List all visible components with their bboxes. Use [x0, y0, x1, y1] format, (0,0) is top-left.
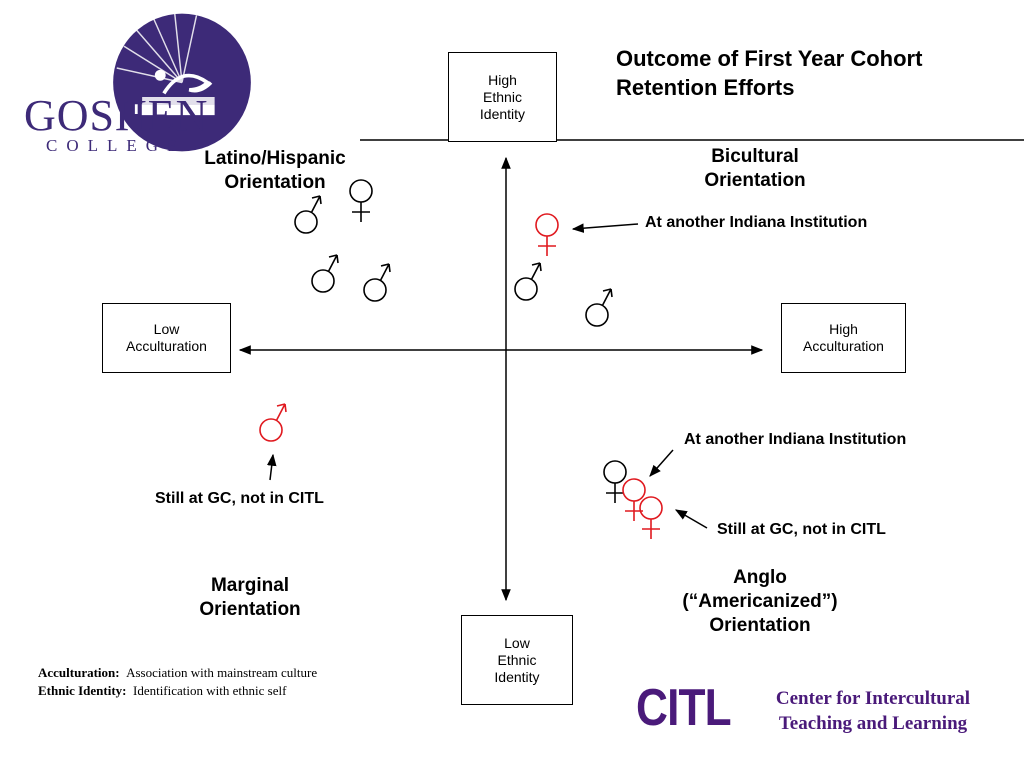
legend-term-ethnic-identity: Ethnic Identity: [38, 683, 127, 698]
quadrant-label-line: (“Americanized”) [682, 591, 838, 612]
quadrant-label-anglo: Anglo (“Americanized”) Orientation [650, 566, 870, 638]
legend-def-acculturation: Association with mainstream culture [126, 665, 318, 680]
logo-name: GOSHEN [24, 91, 209, 140]
note-still-at-gc-left: Still at GC, not in CITL [155, 490, 324, 507]
male-symbol-icon [259, 403, 287, 442]
female-symbol-icon [603, 460, 627, 503]
axis-label-line: Ethnic [483, 88, 522, 105]
axis-label-line: Low [504, 634, 530, 651]
title-line-2: Retention Efforts [616, 75, 795, 100]
citl-name-line: Center for Intercultural [775, 688, 971, 709]
female-symbol-icon [535, 213, 559, 256]
note-still-at-gc-bottom: Still at GC, not in CITL [717, 521, 886, 538]
title-line-1: Outcome of First Year Cohort [616, 46, 923, 71]
quadrant-label-marginal: Marginal Orientation [170, 574, 330, 622]
logo-sub: COLLEGE [46, 136, 187, 155]
axis-label-line: Identity [479, 105, 526, 122]
goshen-college-logo: GOSHEN COLLEGE [20, 10, 251, 155]
quadrant-label-line: Orientation [199, 599, 301, 620]
quadrant-label-line: Anglo [733, 567, 787, 588]
citl-logo-text: CITL [636, 679, 732, 737]
quadrant-label-latino-hispanic: Latino/Hispanic Orientation [180, 147, 370, 195]
male-symbol-icon [585, 288, 613, 327]
citl-name-line: Teaching and Learning [778, 713, 968, 734]
quadrant-label-line: Bicultural [711, 146, 799, 167]
quadrant-label-line: Orientation [224, 172, 326, 193]
lamp-seal-icon [113, 13, 251, 152]
note-another-institution-top: At another Indiana Institution [645, 214, 868, 231]
female-symbol-icon [639, 496, 663, 539]
male-symbol-icon [311, 254, 339, 293]
pointer-arrow-bottom-right-1 [649, 449, 674, 477]
quadrant-label-line: Orientation [704, 170, 806, 191]
male-symbol-icon [363, 263, 391, 302]
definitions-legend: Acculturation: Association with mainstre… [38, 664, 317, 700]
axis-box-high-acculturation: High Acculturation [781, 303, 906, 373]
axis-label-line: Identity [494, 668, 540, 685]
axis-box-low-acculturation: Low Acculturation [102, 303, 231, 373]
quadrant-label-bicultural: Bicultural Orientation [670, 145, 840, 193]
axis-box-high-ethnic-identity: High Ethnic Identity [448, 52, 557, 142]
legend-def-ethnic-identity: Identification with ethnic self [132, 683, 287, 698]
female-symbol-icon [349, 179, 373, 222]
citl-full-name: Center for Intercultural Teaching and Le… [748, 686, 998, 736]
quadrant-label-line: Marginal [210, 575, 290, 596]
pointer-arrow-left [266, 453, 277, 481]
axis-box-low-ethnic-identity: Low Ethnic Identity [461, 615, 573, 705]
axis-label-line: Low [153, 321, 180, 337]
axis-label-line: High [488, 71, 517, 88]
quadrant-label-line: Orientation [709, 615, 811, 636]
pointer-arrow-bottom-right-2 [674, 509, 708, 529]
gender-symbols [259, 179, 663, 539]
male-symbol-icon [294, 195, 322, 234]
axis-label-line: High [829, 321, 858, 337]
axis-label-line: Acculturation [126, 338, 207, 354]
axis-label-line: Acculturation [803, 338, 884, 354]
male-symbol-icon [514, 262, 542, 301]
quadrant-label-line: Latino/Hispanic [204, 148, 346, 169]
pointer-arrow-top-right [571, 223, 639, 233]
legend-term-acculturation: Acculturation: [38, 665, 120, 680]
axis-label-line: Ethnic [497, 651, 537, 668]
note-another-institution-bottom: At another Indiana Institution [684, 431, 907, 448]
slide-title: Outcome of First Year Cohort Retention E… [616, 44, 922, 102]
